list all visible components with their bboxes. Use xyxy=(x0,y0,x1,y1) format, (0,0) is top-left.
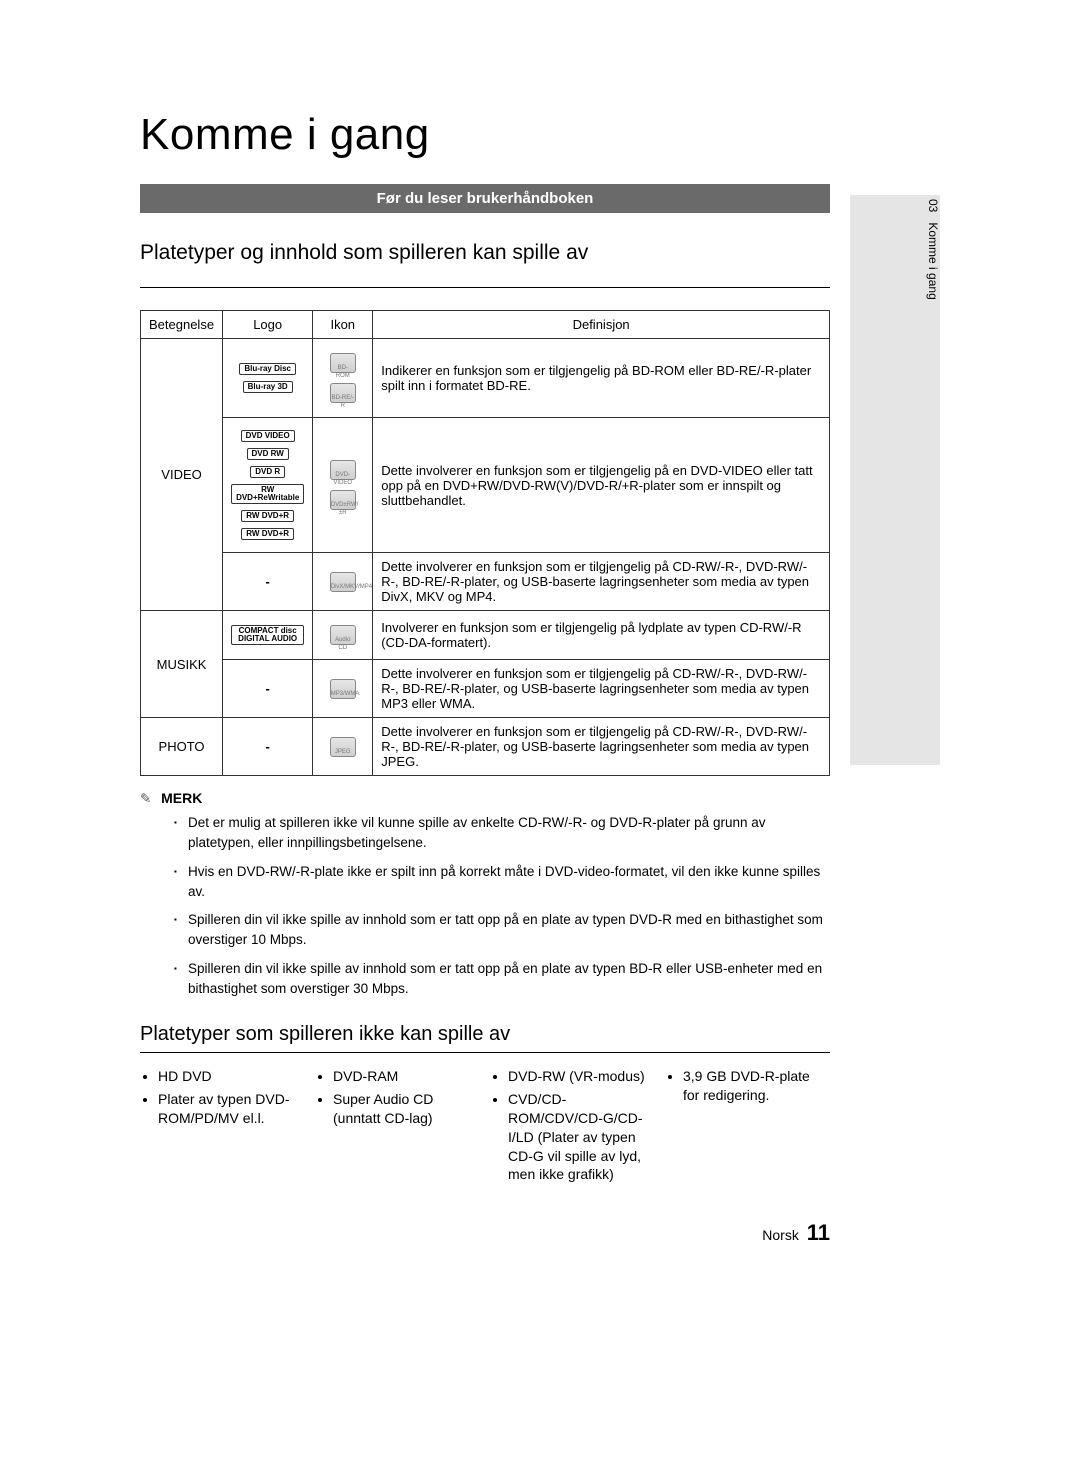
note-item: Det er mulig at spilleren ikke vil kunne… xyxy=(174,813,830,854)
cell-betegnelse: VIDEO xyxy=(141,339,223,611)
th-definisjon: Definisjon xyxy=(373,311,830,339)
th-betegnelse: Betegnelse xyxy=(141,311,223,339)
footer-page-number: 11 xyxy=(807,1220,830,1245)
cell-definition: Dette involverer en funksjon som er tilg… xyxy=(373,718,830,776)
disc-logo-icon: Blu-ray 3D xyxy=(243,381,293,393)
notes-list: Det er mulig at spilleren ikke vil kunne… xyxy=(140,813,830,999)
page-title: Komme i gang xyxy=(140,110,1020,160)
cell-logo: - xyxy=(223,718,313,776)
disc-logo-icon: Blu-ray Disc xyxy=(239,363,296,375)
page-footer: Norsk 11 xyxy=(140,1220,830,1246)
table-row: MUSIKKCOMPACT disc DIGITAL AUDIOAudio CD… xyxy=(141,611,830,660)
disc-logo-icon: DVD VIDEO xyxy=(241,430,295,442)
table-row: PHOTO - JPEG Dette involverer en funksjon s… xyxy=(141,718,830,776)
cell-definition: Dette involverer en funksjon som er tilg… xyxy=(373,660,830,718)
chapter-title: Komme i gang xyxy=(926,222,940,299)
disc-logo-icon: DVD RW xyxy=(247,448,289,460)
unplayable-column: DVD-RAM Super Audio CD (unntatt CD-lag) xyxy=(315,1067,480,1188)
cell-ikon: DivX/MKV/MP4 xyxy=(313,553,373,611)
note-item: Spilleren din vil ikke spille av innhold… xyxy=(174,910,830,951)
chapter-number: 03 xyxy=(926,199,940,212)
unplayable-column: 3,9 GB DVD-R-plate for redigering. xyxy=(665,1067,830,1188)
disc-types-table: Betegnelse Logo Ikon Definisjon VIDEOBlu… xyxy=(140,310,830,776)
cell-logo: Blu-ray Disc Blu-ray 3D xyxy=(223,339,313,418)
format-icon: BD-RE/-R xyxy=(330,383,356,403)
format-icon: Audio CD xyxy=(330,625,356,645)
unplayable-column: DVD-RW (VR-modus) CVD/CD-ROM/CDV/CD-G/CD-… xyxy=(490,1067,655,1188)
cell-logo: DVD VIDEO DVD RW DVD R RW DVD+ReWritable RW … xyxy=(223,418,313,553)
disc-logo-icon: COMPACT disc DIGITAL AUDIO xyxy=(231,625,304,645)
cell-definition: Indikerer en funksjon som er tilgjengeli… xyxy=(373,339,830,418)
section-heading-2: Platetyper som spilleren ikke kan spille… xyxy=(140,1023,830,1053)
disc-logo-icon: DVD R xyxy=(250,466,285,478)
disc-logo-icon: - xyxy=(261,739,273,754)
th-logo: Logo xyxy=(223,311,313,339)
note-block: ✎ MERK Det er mulig at spilleren ikke vi… xyxy=(140,790,830,999)
cell-ikon: JPEG xyxy=(313,718,373,776)
table-row: VIDEOBlu-ray DiscBlu-ray 3DBD-ROMBD-RE/-… xyxy=(141,339,830,418)
unplayable-item: CVD/CD-ROM/CDV/CD-G/CD-I/LD (Plater av t… xyxy=(508,1090,655,1184)
th-ikon: Ikon xyxy=(313,311,373,339)
table-row: DVD VIDEO DVD RW DVD R RW DVD+ReWritable RW … xyxy=(141,418,830,553)
cell-ikon: BD-ROM BD-RE/-R xyxy=(313,339,373,418)
cell-logo: - xyxy=(223,660,313,718)
cell-definition: Dette involverer en funksjon som er tilg… xyxy=(373,418,830,553)
cell-ikon: Audio CD xyxy=(313,611,373,660)
cell-logo: COMPACT disc DIGITAL AUDIO xyxy=(223,611,313,660)
section-heading: Platetyper og innhold som spilleren kan … xyxy=(140,241,830,265)
unplayable-item: 3,9 GB DVD-R-plate for redigering. xyxy=(683,1067,830,1105)
manual-page: 03 Komme i gang Komme i gang Før du lese… xyxy=(0,0,1080,1306)
cell-definition: Involverer en funksjon som er tilgjengel… xyxy=(373,611,830,660)
format-icon: JPEG xyxy=(330,737,356,757)
table-row: - MP3/WMA Dette involverer en funksjon som… xyxy=(141,660,830,718)
unplayable-item: HD DVD xyxy=(158,1067,305,1086)
note-heading: MERK xyxy=(161,790,202,806)
note-item: Spilleren din vil ikke spille av innhold… xyxy=(174,959,830,1000)
cell-ikon: DVD-VIDEO DVD±RW/±R xyxy=(313,418,373,553)
pencil-icon: ✎ xyxy=(140,791,151,807)
unplayable-item: Super Audio CD (unntatt CD-lag) xyxy=(333,1090,480,1128)
table-header-row: Betegnelse Logo Ikon Definisjon xyxy=(141,311,830,339)
disc-logo-icon: RW DVD+R xyxy=(241,528,294,540)
format-icon: DVD-VIDEO xyxy=(330,460,356,480)
unplayable-item: DVD-RAM xyxy=(333,1067,480,1086)
disc-logo-icon: - xyxy=(261,574,273,589)
format-icon: BD-ROM xyxy=(330,353,356,373)
cell-logo: - xyxy=(223,553,313,611)
cell-definition: Dette involverer en funksjon som er tilg… xyxy=(373,553,830,611)
unplayable-column: HD DVD Plater av typen DVD-ROM/PD/MV el.l… xyxy=(140,1067,305,1188)
section-banner: Før du leser brukerhåndboken xyxy=(140,184,830,213)
unplayable-item: Plater av typen DVD-ROM/PD/MV el.l. xyxy=(158,1090,305,1128)
disc-logo-icon: RW DVD+R xyxy=(241,510,294,522)
disc-logo-icon: RW DVD+ReWritable xyxy=(231,484,304,504)
format-icon: DivX/MKV/MP4 xyxy=(330,572,356,592)
unplayable-item: DVD-RW (VR-modus) xyxy=(508,1067,655,1086)
table-row: - DivX/MKV/MP4 Dette involverer en funksjo… xyxy=(141,553,830,611)
cell-ikon: MP3/WMA xyxy=(313,660,373,718)
footer-language: Norsk xyxy=(762,1227,799,1243)
note-item: Hvis en DVD-RW/-R-plate ikke er spilt in… xyxy=(174,862,830,903)
chapter-side-tab: 03 Komme i gang xyxy=(850,195,940,765)
format-icon: DVD±RW/±R xyxy=(330,490,356,510)
unplayable-columns: HD DVD Plater av typen DVD-ROM/PD/MV el.l… xyxy=(140,1067,830,1188)
cell-betegnelse: MUSIKK xyxy=(141,611,223,718)
format-icon: MP3/WMA xyxy=(330,679,356,699)
cell-betegnelse: PHOTO xyxy=(141,718,223,776)
heading-divider xyxy=(140,287,830,288)
chapter-tab-label: 03 Komme i gang xyxy=(918,195,940,335)
disc-logo-icon: - xyxy=(261,681,273,696)
